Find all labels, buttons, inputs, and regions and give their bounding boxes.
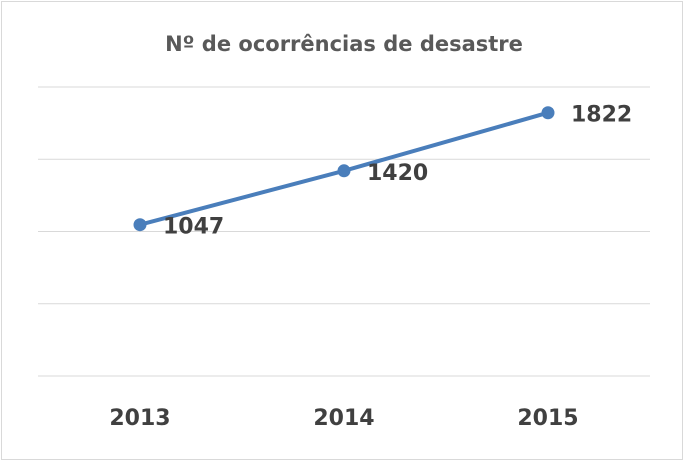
data-point <box>541 106 555 120</box>
x-tick-label: 2015 <box>517 406 578 431</box>
x-tick-label: 2014 <box>313 406 374 431</box>
data-point <box>133 218 147 232</box>
data-label: 1047 <box>163 215 224 240</box>
data-label: 1420 <box>367 161 428 186</box>
data-label: 1822 <box>571 103 632 128</box>
data-point <box>337 164 351 178</box>
chart-title: Nº de ocorrências de desastre <box>165 32 523 56</box>
x-tick-label: 2013 <box>109 406 170 431</box>
